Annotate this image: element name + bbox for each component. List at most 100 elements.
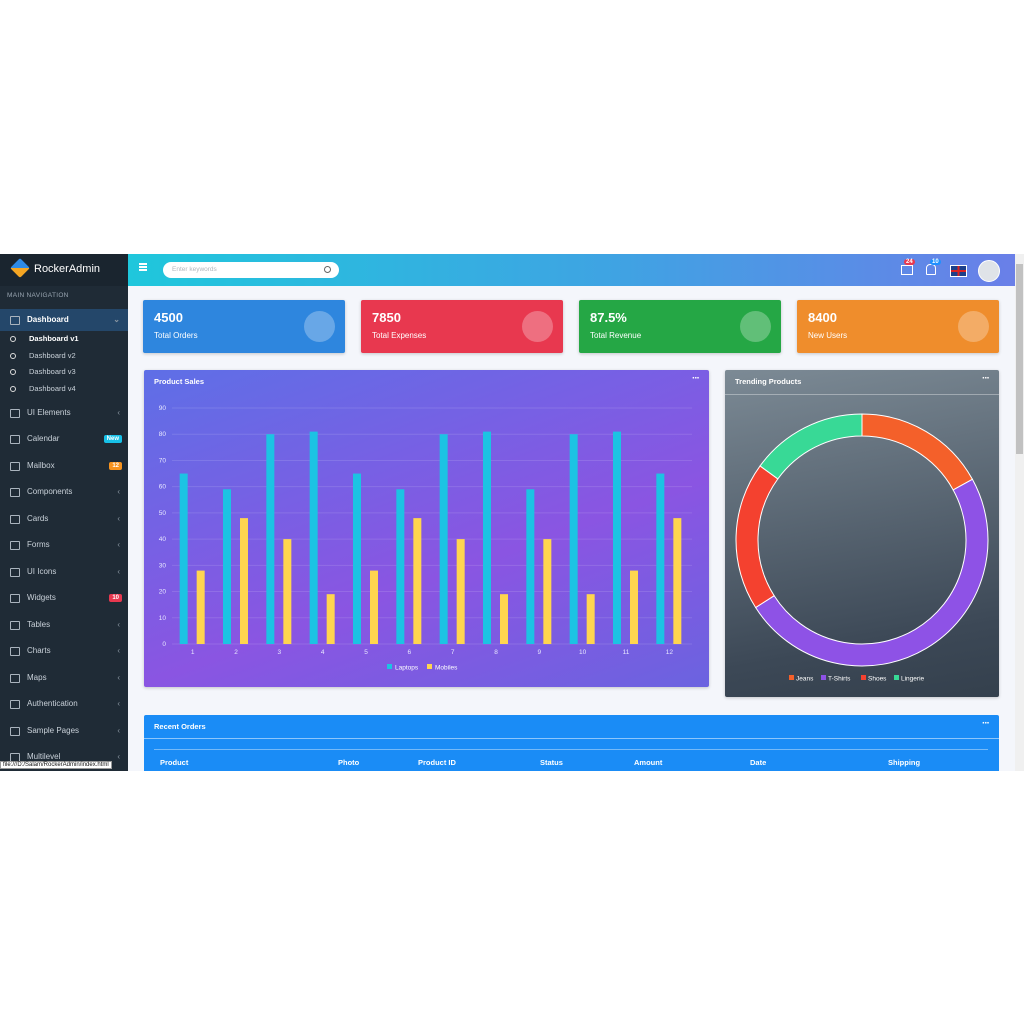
bar — [353, 473, 361, 644]
bell-icon[interactable] — [926, 264, 936, 275]
nav-item[interactable]: Tables ‹ — [0, 614, 128, 636]
y-tick-label: 0 — [162, 641, 166, 648]
stat-card: 8400 New Users — [797, 300, 999, 353]
nav-label: Calendar — [27, 434, 60, 444]
bar — [439, 434, 448, 644]
scroll-thumb[interactable] — [1016, 264, 1023, 454]
recent-orders-panel: Recent Orders ··· Product Photo Product ID… — [144, 715, 999, 771]
bar — [179, 473, 188, 644]
y-tick-label: 70 — [159, 457, 167, 464]
nav-item[interactable]: Sample Pages ‹ — [0, 720, 128, 742]
nav-chevron: ‹ — [117, 513, 120, 523]
nav-item[interactable]: Components ‹ — [0, 481, 128, 503]
x-tick-label: 12 — [666, 649, 674, 656]
x-tick-label: 6 — [408, 649, 412, 656]
nav-subitem[interactable]: Dashboard v4 — [0, 381, 128, 397]
divider — [725, 394, 999, 395]
nav-chevron: ‹ — [117, 619, 120, 629]
y-tick-label: 30 — [159, 562, 167, 569]
doughnut-segment — [861, 413, 974, 491]
nav-subitem[interactable]: Dashboard v2 — [0, 348, 128, 364]
legend-label[interactable]: Laptops — [395, 665, 419, 672]
column-header: Product — [160, 758, 189, 767]
bar — [586, 594, 595, 644]
bar — [456, 539, 465, 644]
legend-label[interactable]: T-Shirts — [828, 676, 851, 683]
panel-menu[interactable]: ··· — [982, 718, 990, 729]
nav-dot — [10, 369, 16, 376]
panel-title: Product Sales — [154, 377, 205, 386]
y-tick-label: 50 — [159, 510, 167, 517]
nav-label: Multilevel — [27, 752, 61, 762]
nav-item[interactable]: Widgets 10 — [0, 587, 128, 609]
stat-label: New Users — [808, 331, 848, 340]
nav-item[interactable]: Charts ‹ — [0, 640, 128, 662]
nav-label: UI Icons — [27, 566, 57, 576]
legend-swatch — [821, 675, 826, 680]
scrollbar — [1015, 254, 1024, 771]
nav-item[interactable]: Dashboard ⌄ — [0, 309, 128, 331]
nav-item[interactable]: Maps ‹ — [0, 667, 128, 689]
x-tick-label: 10 — [579, 649, 587, 656]
nav-label: Maps — [27, 672, 47, 682]
legend-label[interactable]: Mobiles — [435, 665, 458, 672]
brand-name[interactable]: RockerAdmin — [34, 263, 101, 275]
stat-icon — [740, 311, 771, 342]
screenshot: RockerAdmin MAIN NAVIGATION Dashboard ⌄ Da… — [0, 254, 1024, 771]
bar — [396, 489, 405, 644]
nav-icon — [10, 408, 20, 418]
bar — [656, 473, 665, 644]
nav-chevron: ‹ — [117, 646, 120, 656]
brand-bar: RockerAdmin — [0, 254, 128, 286]
nav-item[interactable]: Cards ‹ — [0, 508, 128, 530]
nav-item[interactable]: UI Icons ‹ — [0, 561, 128, 583]
y-tick-label: 60 — [159, 484, 167, 491]
x-tick-label: 5 — [364, 649, 368, 656]
legend-swatch — [427, 664, 432, 669]
doughnut-chart: Jeans T-Shirts Shoes Lingerie — [735, 413, 989, 683]
sidebar: RockerAdmin MAIN NAVIGATION Dashboard ⌄ Da… — [0, 254, 128, 771]
stat-label: Total Revenue — [590, 331, 642, 340]
nav-dot — [10, 386, 16, 393]
language-flag[interactable] — [950, 265, 967, 277]
bar — [309, 431, 318, 644]
y-tick-label: 90 — [159, 405, 167, 412]
column-header: Status — [540, 758, 563, 767]
y-tick-label: 40 — [159, 536, 167, 543]
legend-label[interactable]: Jeans — [796, 676, 814, 683]
nav-icon — [10, 620, 20, 630]
nav-subitem[interactable]: Dashboard v3 — [0, 364, 128, 380]
bar — [543, 539, 552, 644]
nav-chevron: ‹ — [117, 725, 120, 735]
nav-subitem[interactable]: Dashboard v1 — [0, 331, 128, 347]
nav-item[interactable]: Calendar New — [0, 428, 128, 450]
topbar: Enter keywords 24 10 — [128, 254, 1016, 286]
nav-label: Mailbox — [27, 460, 55, 470]
legend-swatch — [789, 675, 794, 680]
search-box[interactable]: Enter keywords — [163, 262, 339, 278]
doughnut-segment — [754, 478, 989, 667]
panel-menu[interactable]: ··· — [692, 373, 700, 384]
nav-item[interactable]: Authentication ‹ — [0, 693, 128, 715]
mail-icon[interactable] — [901, 265, 913, 275]
column-header: Amount — [634, 758, 663, 767]
menu-toggle[interactable] — [139, 266, 147, 268]
legend-label[interactable]: Lingerie — [901, 676, 925, 683]
legend-label[interactable]: Shoes — [868, 676, 887, 683]
nav-icon — [10, 541, 20, 551]
nav-item[interactable]: UI Elements ‹ — [0, 402, 128, 424]
nav-label: Components — [27, 487, 73, 497]
brand-logo — [10, 258, 30, 278]
nav-chevron: ‹ — [117, 699, 120, 709]
user-avatar[interactable] — [978, 260, 1000, 282]
nav-item[interactable]: Forms ‹ — [0, 534, 128, 556]
legend-swatch — [861, 675, 866, 680]
x-tick-label: 7 — [451, 649, 455, 656]
bar — [370, 570, 378, 644]
x-tick-label: 3 — [278, 649, 282, 656]
nav-item[interactable]: Mailbox 12 — [0, 455, 128, 477]
panel-menu[interactable]: ··· — [982, 373, 990, 384]
stat-value: 8400 — [808, 310, 837, 325]
x-tick-label: 1 — [191, 649, 195, 656]
column-header: Shipping — [888, 758, 921, 767]
